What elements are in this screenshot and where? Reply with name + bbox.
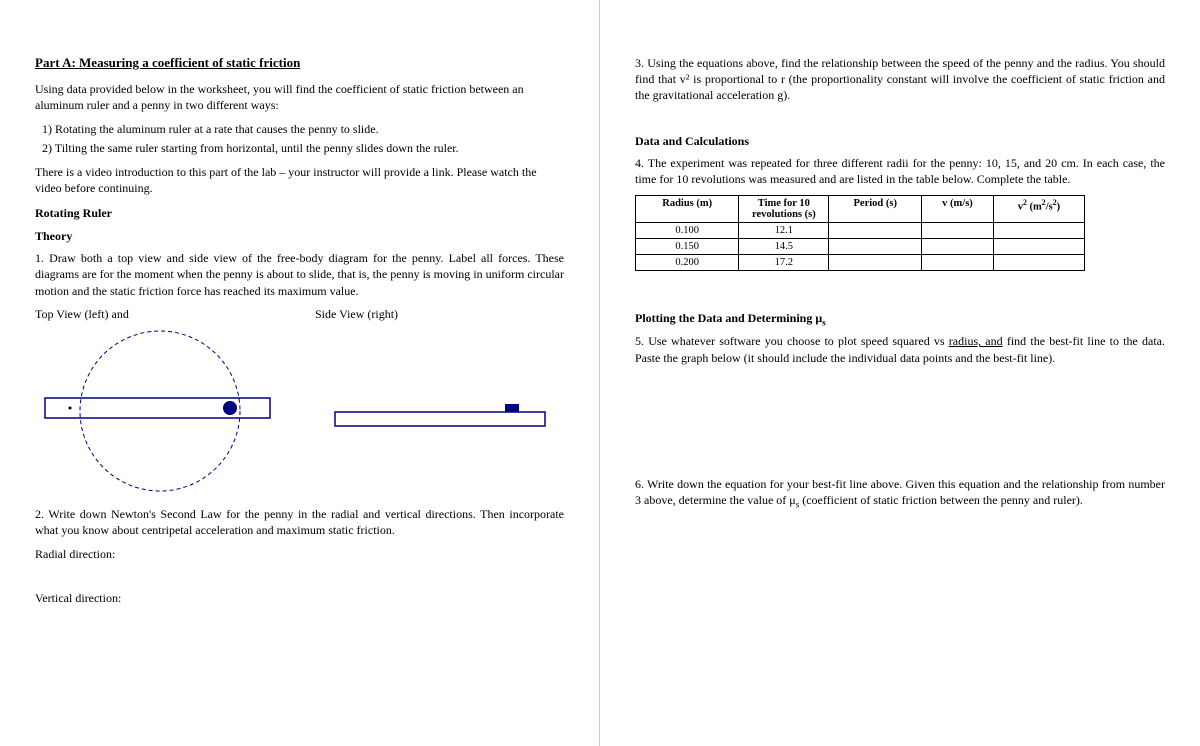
step-2: 2) Tilting the same ruler starting from …: [57, 140, 564, 156]
data-calc-heading: Data and Calculations: [635, 134, 1165, 149]
radius-link: radius, and: [949, 334, 1003, 348]
table-row: 0.100 12.1: [636, 222, 1085, 238]
vertical-label: Vertical direction:: [35, 590, 564, 606]
table-header-row: Radius (m) Time for 10 revolutions (s) P…: [636, 195, 1085, 222]
table-row: 0.150 14.5: [636, 238, 1085, 254]
col-v: v (m/s): [922, 195, 994, 222]
data-table: Radius (m) Time for 10 revolutions (s) P…: [635, 195, 1085, 271]
col-time: Time for 10 revolutions (s): [739, 195, 829, 222]
table-row: 0.200 17.2: [636, 254, 1085, 270]
question-5: 5. Use whatever software you choose to p…: [635, 333, 1165, 365]
side-view-label: Side View (right): [315, 307, 398, 322]
rotating-ruler-heading: Rotating Ruler: [35, 206, 564, 221]
view-labels: Top View (left) and Side View (right): [35, 307, 564, 322]
ruler-side-view: [335, 412, 545, 426]
video-note: There is a video introduction to this pa…: [35, 164, 564, 196]
top-view-label: Top View (left) and: [35, 307, 315, 322]
plotting-heading: Plotting the Data and Determining μs: [635, 311, 1165, 327]
col-v2: v2 (m2/s2): [993, 195, 1084, 222]
question-4: 4. The experiment was repeated for three…: [635, 155, 1165, 187]
theory-heading: Theory: [35, 229, 564, 244]
question-6: 6. Write down the equation for your best…: [635, 476, 1165, 511]
intro-text: Using data provided below in the workshe…: [35, 81, 564, 113]
step-1: 1) Rotating the aluminum ruler at a rate…: [57, 121, 564, 137]
part-a-title: Part A: Measuring a coefficient of stati…: [35, 55, 564, 71]
col-period: Period (s): [829, 195, 922, 222]
question-3: 3. Using the equations above, find the r…: [635, 55, 1165, 104]
col-radius: Radius (m): [636, 195, 739, 222]
pivot-dot: [69, 406, 72, 409]
radial-label: Radial direction:: [35, 546, 564, 562]
penny-side-view: [505, 404, 519, 412]
penny-top-view: [223, 401, 237, 415]
rotation-circle: [80, 331, 240, 491]
page-left: Part A: Measuring a coefficient of stati…: [0, 0, 600, 746]
diagram-svg: [35, 326, 565, 496]
page-right: 3. Using the equations above, find the r…: [600, 0, 1200, 746]
question-1: 1. Draw both a top view and side view of…: [35, 250, 564, 299]
page-spread: Part A: Measuring a coefficient of stati…: [0, 0, 1200, 746]
free-body-diagram: [35, 326, 565, 496]
question-2: 2. Write down Newton's Second Law for th…: [35, 506, 564, 538]
